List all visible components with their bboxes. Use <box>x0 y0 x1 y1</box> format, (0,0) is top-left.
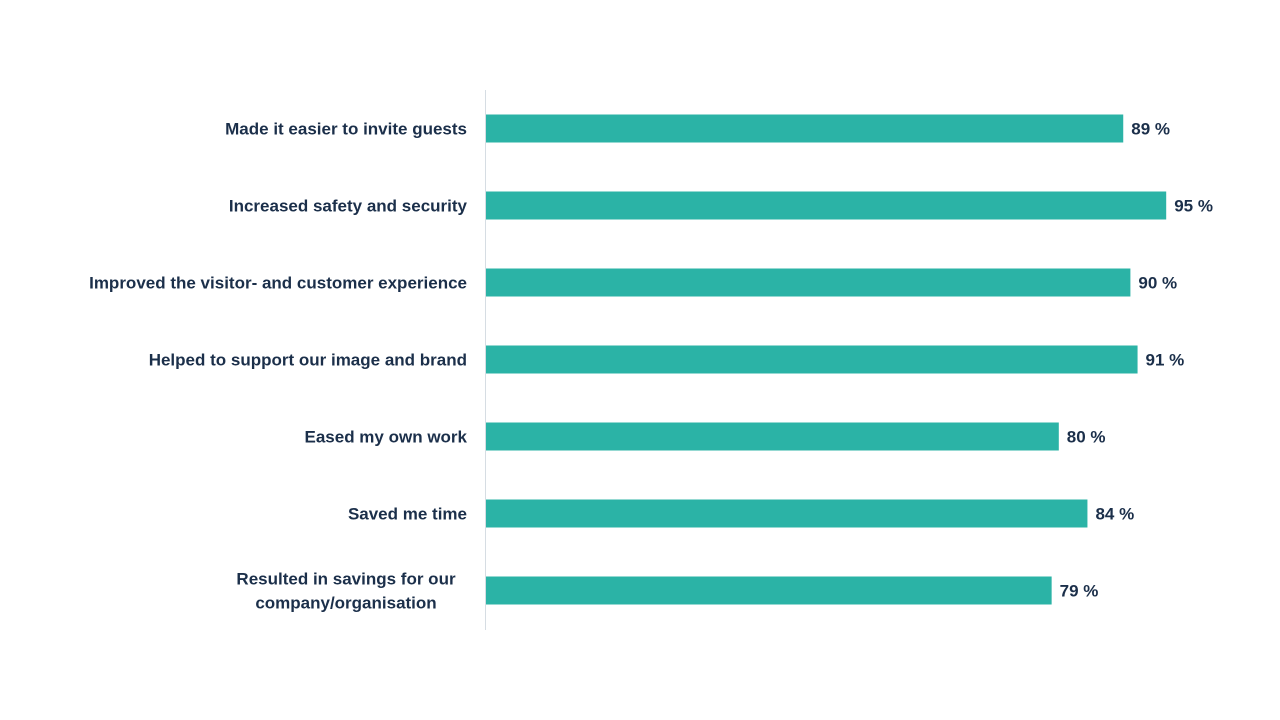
value-label: 95 % <box>1174 197 1213 216</box>
category-label: Made it easier to invite guests <box>225 120 467 139</box>
category-label: Improved the visitor- and customer exper… <box>89 274 467 293</box>
bar-group: 90 % Improved the visitor- and customer e… <box>89 268 1177 297</box>
bar <box>486 576 1052 605</box>
bar <box>486 114 1124 143</box>
value-label: 91 % <box>1146 351 1185 370</box>
value-label: 84 % <box>1095 505 1134 524</box>
bar <box>486 345 1138 374</box>
category-label: Resulted in savings for our <box>236 570 456 589</box>
category-label: Helped to support our image and brand <box>149 351 467 370</box>
value-label: 90 % <box>1138 274 1177 293</box>
bars-layer: 89 % Made it easier to invite guests 95 % I… <box>89 114 1213 613</box>
bar <box>486 422 1059 451</box>
bar-group: 91 % Helped to support our image and bran… <box>149 345 1185 374</box>
bar-group: 79 % Resulted in savings for our company/o… <box>236 570 1098 613</box>
value-label: 80 % <box>1067 428 1106 447</box>
bar-group: 84 % Saved me time <box>348 499 1134 528</box>
bar <box>486 268 1131 297</box>
bar-group: 95 % Increased safety and security <box>229 191 1213 220</box>
category-label: company/organisation <box>255 594 436 613</box>
bar <box>486 191 1167 220</box>
value-label: 89 % <box>1131 120 1170 139</box>
category-label: Saved me time <box>348 505 467 524</box>
category-label: Eased my own work <box>305 428 468 447</box>
value-label: 79 % <box>1060 582 1099 601</box>
bar-group: 80 % Eased my own work <box>305 422 1106 451</box>
category-label: Increased safety and security <box>229 197 468 216</box>
bar <box>486 499 1088 528</box>
bar-group: 89 % Made it easier to invite guests <box>225 114 1170 143</box>
